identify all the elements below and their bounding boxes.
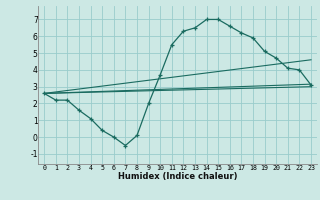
X-axis label: Humidex (Indice chaleur): Humidex (Indice chaleur) bbox=[118, 172, 237, 181]
